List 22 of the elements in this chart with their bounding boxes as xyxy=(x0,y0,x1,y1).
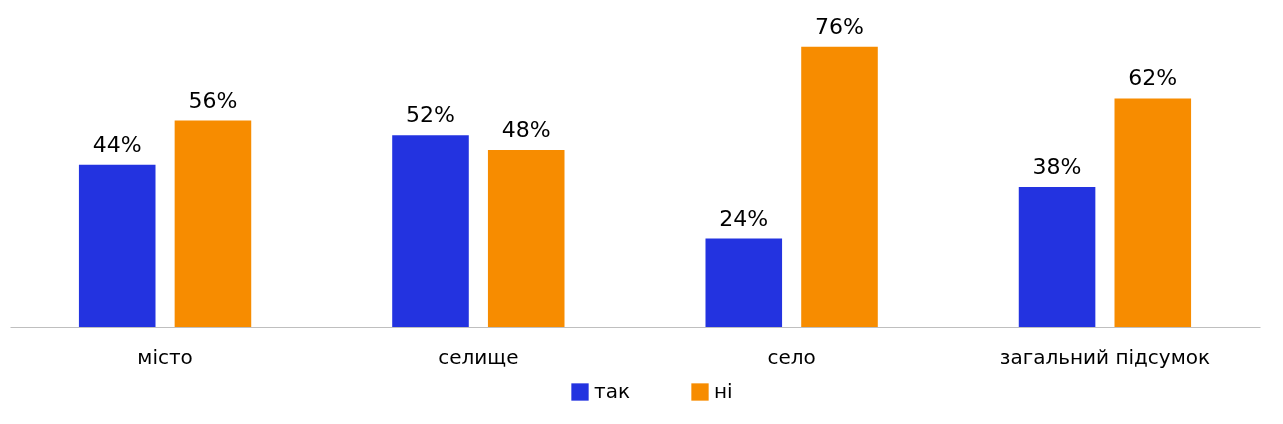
data-label: 24% xyxy=(719,205,769,231)
data-label: 52% xyxy=(406,102,455,128)
data-label: 62% xyxy=(1128,65,1178,91)
data-label: 38% xyxy=(1032,153,1082,179)
data-label: 56% xyxy=(188,87,238,113)
bar xyxy=(705,238,783,327)
data-label: 44% xyxy=(92,131,142,157)
x-tick-label: загальний підсумок xyxy=(999,344,1211,369)
bar xyxy=(487,150,565,327)
legend-label: ні xyxy=(714,379,733,403)
bar xyxy=(801,46,878,327)
x-tick-label: місто xyxy=(137,344,193,369)
bar xyxy=(1114,98,1192,327)
legend-label: так xyxy=(594,379,630,403)
bar xyxy=(392,135,469,327)
bar xyxy=(1018,186,1096,327)
data-label: 76% xyxy=(815,13,864,39)
x-tick-label: селище xyxy=(438,344,519,369)
bar xyxy=(174,120,252,327)
x-tick-label: село xyxy=(767,344,816,369)
bar xyxy=(78,164,156,327)
data-label: 48% xyxy=(501,117,551,142)
